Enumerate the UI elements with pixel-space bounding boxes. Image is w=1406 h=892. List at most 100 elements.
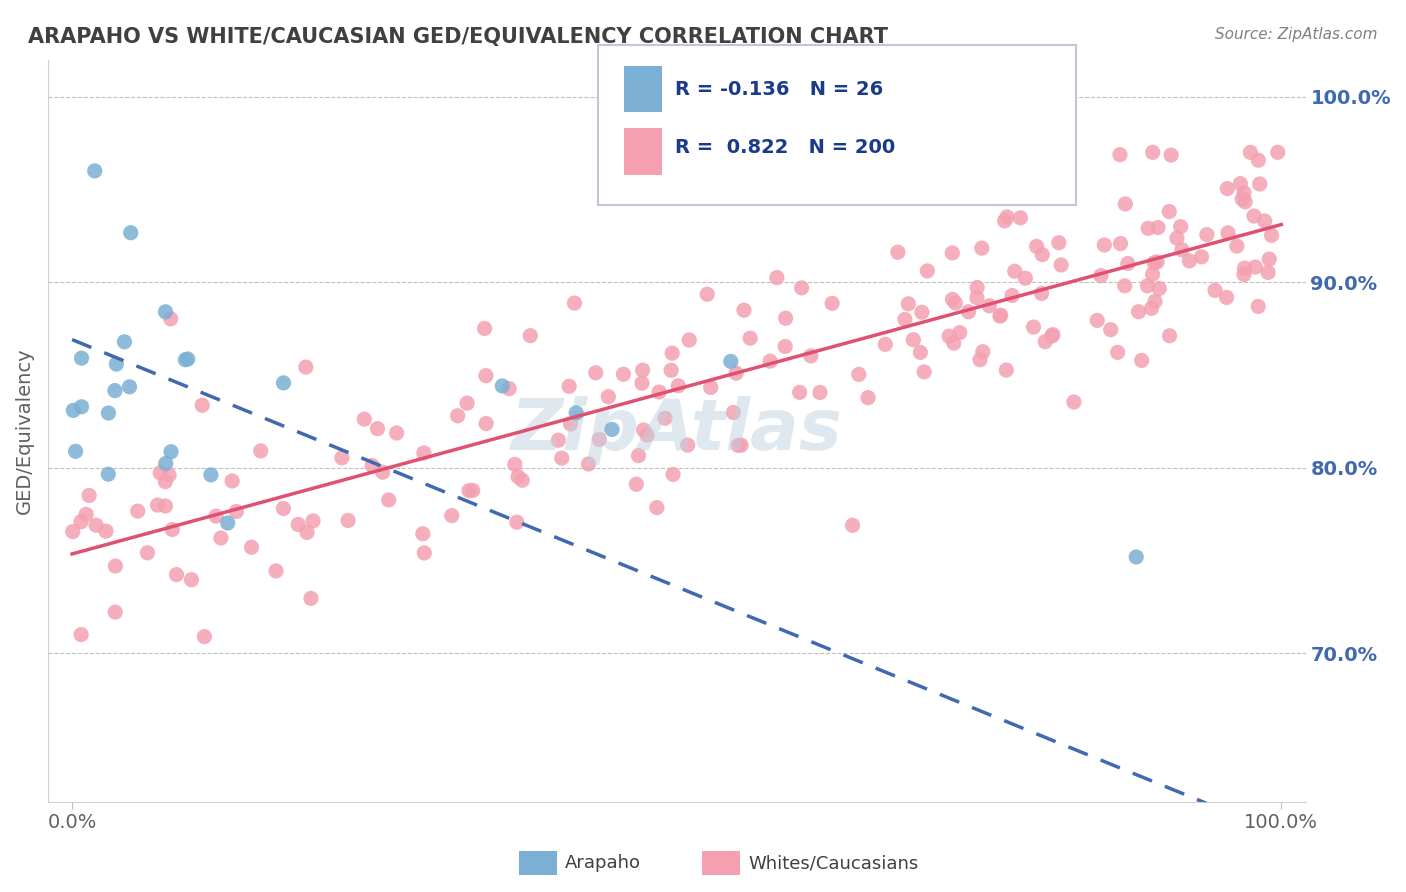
Point bbox=[510, 473, 533, 487]
Text: ARAPAHO VS WHITE/CAUCASIAN GED/EQUIVALENCY CORRELATION CHART: ARAPAHO VS WHITE/CAUCASIAN GED/EQUIVALEN… bbox=[28, 27, 889, 46]
Point bbox=[1247, 153, 1270, 168]
Point bbox=[1085, 313, 1108, 327]
Point bbox=[412, 526, 434, 541]
Y-axis label: GED/Equivalency: GED/Equivalency bbox=[15, 347, 34, 514]
Point bbox=[1004, 264, 1026, 278]
Point bbox=[1022, 320, 1045, 334]
Point bbox=[461, 483, 484, 498]
Point bbox=[1233, 261, 1256, 276]
Point bbox=[1149, 281, 1171, 295]
Point bbox=[114, 334, 136, 349]
Point bbox=[800, 349, 823, 363]
Point bbox=[600, 422, 623, 436]
Point bbox=[1239, 145, 1261, 160]
Point bbox=[295, 360, 318, 375]
Point bbox=[249, 444, 271, 458]
Point bbox=[191, 398, 214, 412]
Point bbox=[1014, 271, 1036, 285]
Point bbox=[678, 333, 700, 347]
Point bbox=[155, 475, 177, 489]
Point bbox=[1090, 268, 1112, 283]
Point bbox=[456, 396, 478, 410]
Point bbox=[848, 368, 870, 382]
Point bbox=[353, 412, 375, 426]
Point bbox=[361, 458, 384, 473]
Point bbox=[1159, 204, 1181, 219]
Point bbox=[759, 354, 782, 368]
Point bbox=[75, 508, 97, 522]
Point bbox=[631, 376, 654, 391]
Point bbox=[994, 214, 1017, 228]
Point bbox=[1042, 327, 1064, 342]
Point bbox=[588, 433, 610, 447]
Point bbox=[1142, 145, 1164, 160]
Text: Whites/Caucasians: Whites/Caucasians bbox=[748, 855, 918, 872]
Point bbox=[941, 246, 963, 260]
Point bbox=[1142, 267, 1164, 281]
Point bbox=[631, 363, 654, 377]
Point bbox=[995, 363, 1018, 377]
Point bbox=[1063, 395, 1085, 409]
Point bbox=[1130, 353, 1153, 368]
Point bbox=[1257, 265, 1279, 279]
Point bbox=[94, 524, 117, 538]
Point bbox=[1109, 236, 1132, 251]
Point bbox=[1128, 304, 1150, 318]
Point bbox=[447, 409, 470, 423]
Point bbox=[612, 368, 634, 382]
Point bbox=[1234, 194, 1257, 209]
Point bbox=[97, 467, 120, 482]
Point bbox=[645, 500, 668, 515]
Point bbox=[385, 425, 408, 440]
Point bbox=[733, 303, 755, 318]
Point bbox=[84, 518, 107, 533]
Point bbox=[337, 514, 360, 528]
Point bbox=[1092, 238, 1115, 252]
Point bbox=[1031, 247, 1053, 261]
Point bbox=[1159, 328, 1181, 343]
Point bbox=[475, 368, 498, 383]
Text: R = -0.136   N = 26: R = -0.136 N = 26 bbox=[675, 80, 883, 99]
Point bbox=[1025, 239, 1047, 253]
Point bbox=[104, 384, 127, 398]
Point bbox=[1114, 278, 1136, 293]
Point bbox=[1047, 235, 1070, 250]
Point bbox=[70, 627, 93, 641]
Point bbox=[585, 366, 607, 380]
Point bbox=[1216, 181, 1239, 195]
Point bbox=[1260, 228, 1282, 243]
Point bbox=[146, 498, 169, 512]
Point bbox=[165, 567, 187, 582]
Point bbox=[160, 444, 183, 458]
Point bbox=[1147, 220, 1170, 235]
Point bbox=[938, 329, 960, 343]
Point bbox=[730, 438, 752, 452]
Point bbox=[295, 525, 318, 540]
Point bbox=[808, 385, 831, 400]
Point bbox=[162, 523, 184, 537]
Point bbox=[966, 291, 988, 305]
Point bbox=[1107, 345, 1129, 359]
Point bbox=[118, 380, 141, 394]
Point bbox=[1136, 278, 1159, 293]
Point bbox=[62, 403, 84, 417]
Point bbox=[205, 509, 228, 524]
Point bbox=[159, 311, 181, 326]
Point bbox=[627, 449, 650, 463]
Point bbox=[578, 457, 600, 471]
Point bbox=[995, 210, 1018, 224]
Point bbox=[1204, 284, 1226, 298]
Point bbox=[1033, 334, 1056, 349]
Point bbox=[302, 514, 325, 528]
Point bbox=[475, 417, 498, 431]
Point bbox=[897, 297, 920, 311]
Text: ZipAtlas: ZipAtlas bbox=[510, 396, 842, 465]
Point bbox=[519, 328, 541, 343]
Point bbox=[498, 382, 520, 396]
Point bbox=[676, 438, 699, 452]
Point bbox=[65, 444, 87, 458]
Point bbox=[221, 474, 243, 488]
Point bbox=[789, 385, 811, 400]
Point bbox=[177, 352, 200, 367]
Point bbox=[1258, 252, 1281, 267]
